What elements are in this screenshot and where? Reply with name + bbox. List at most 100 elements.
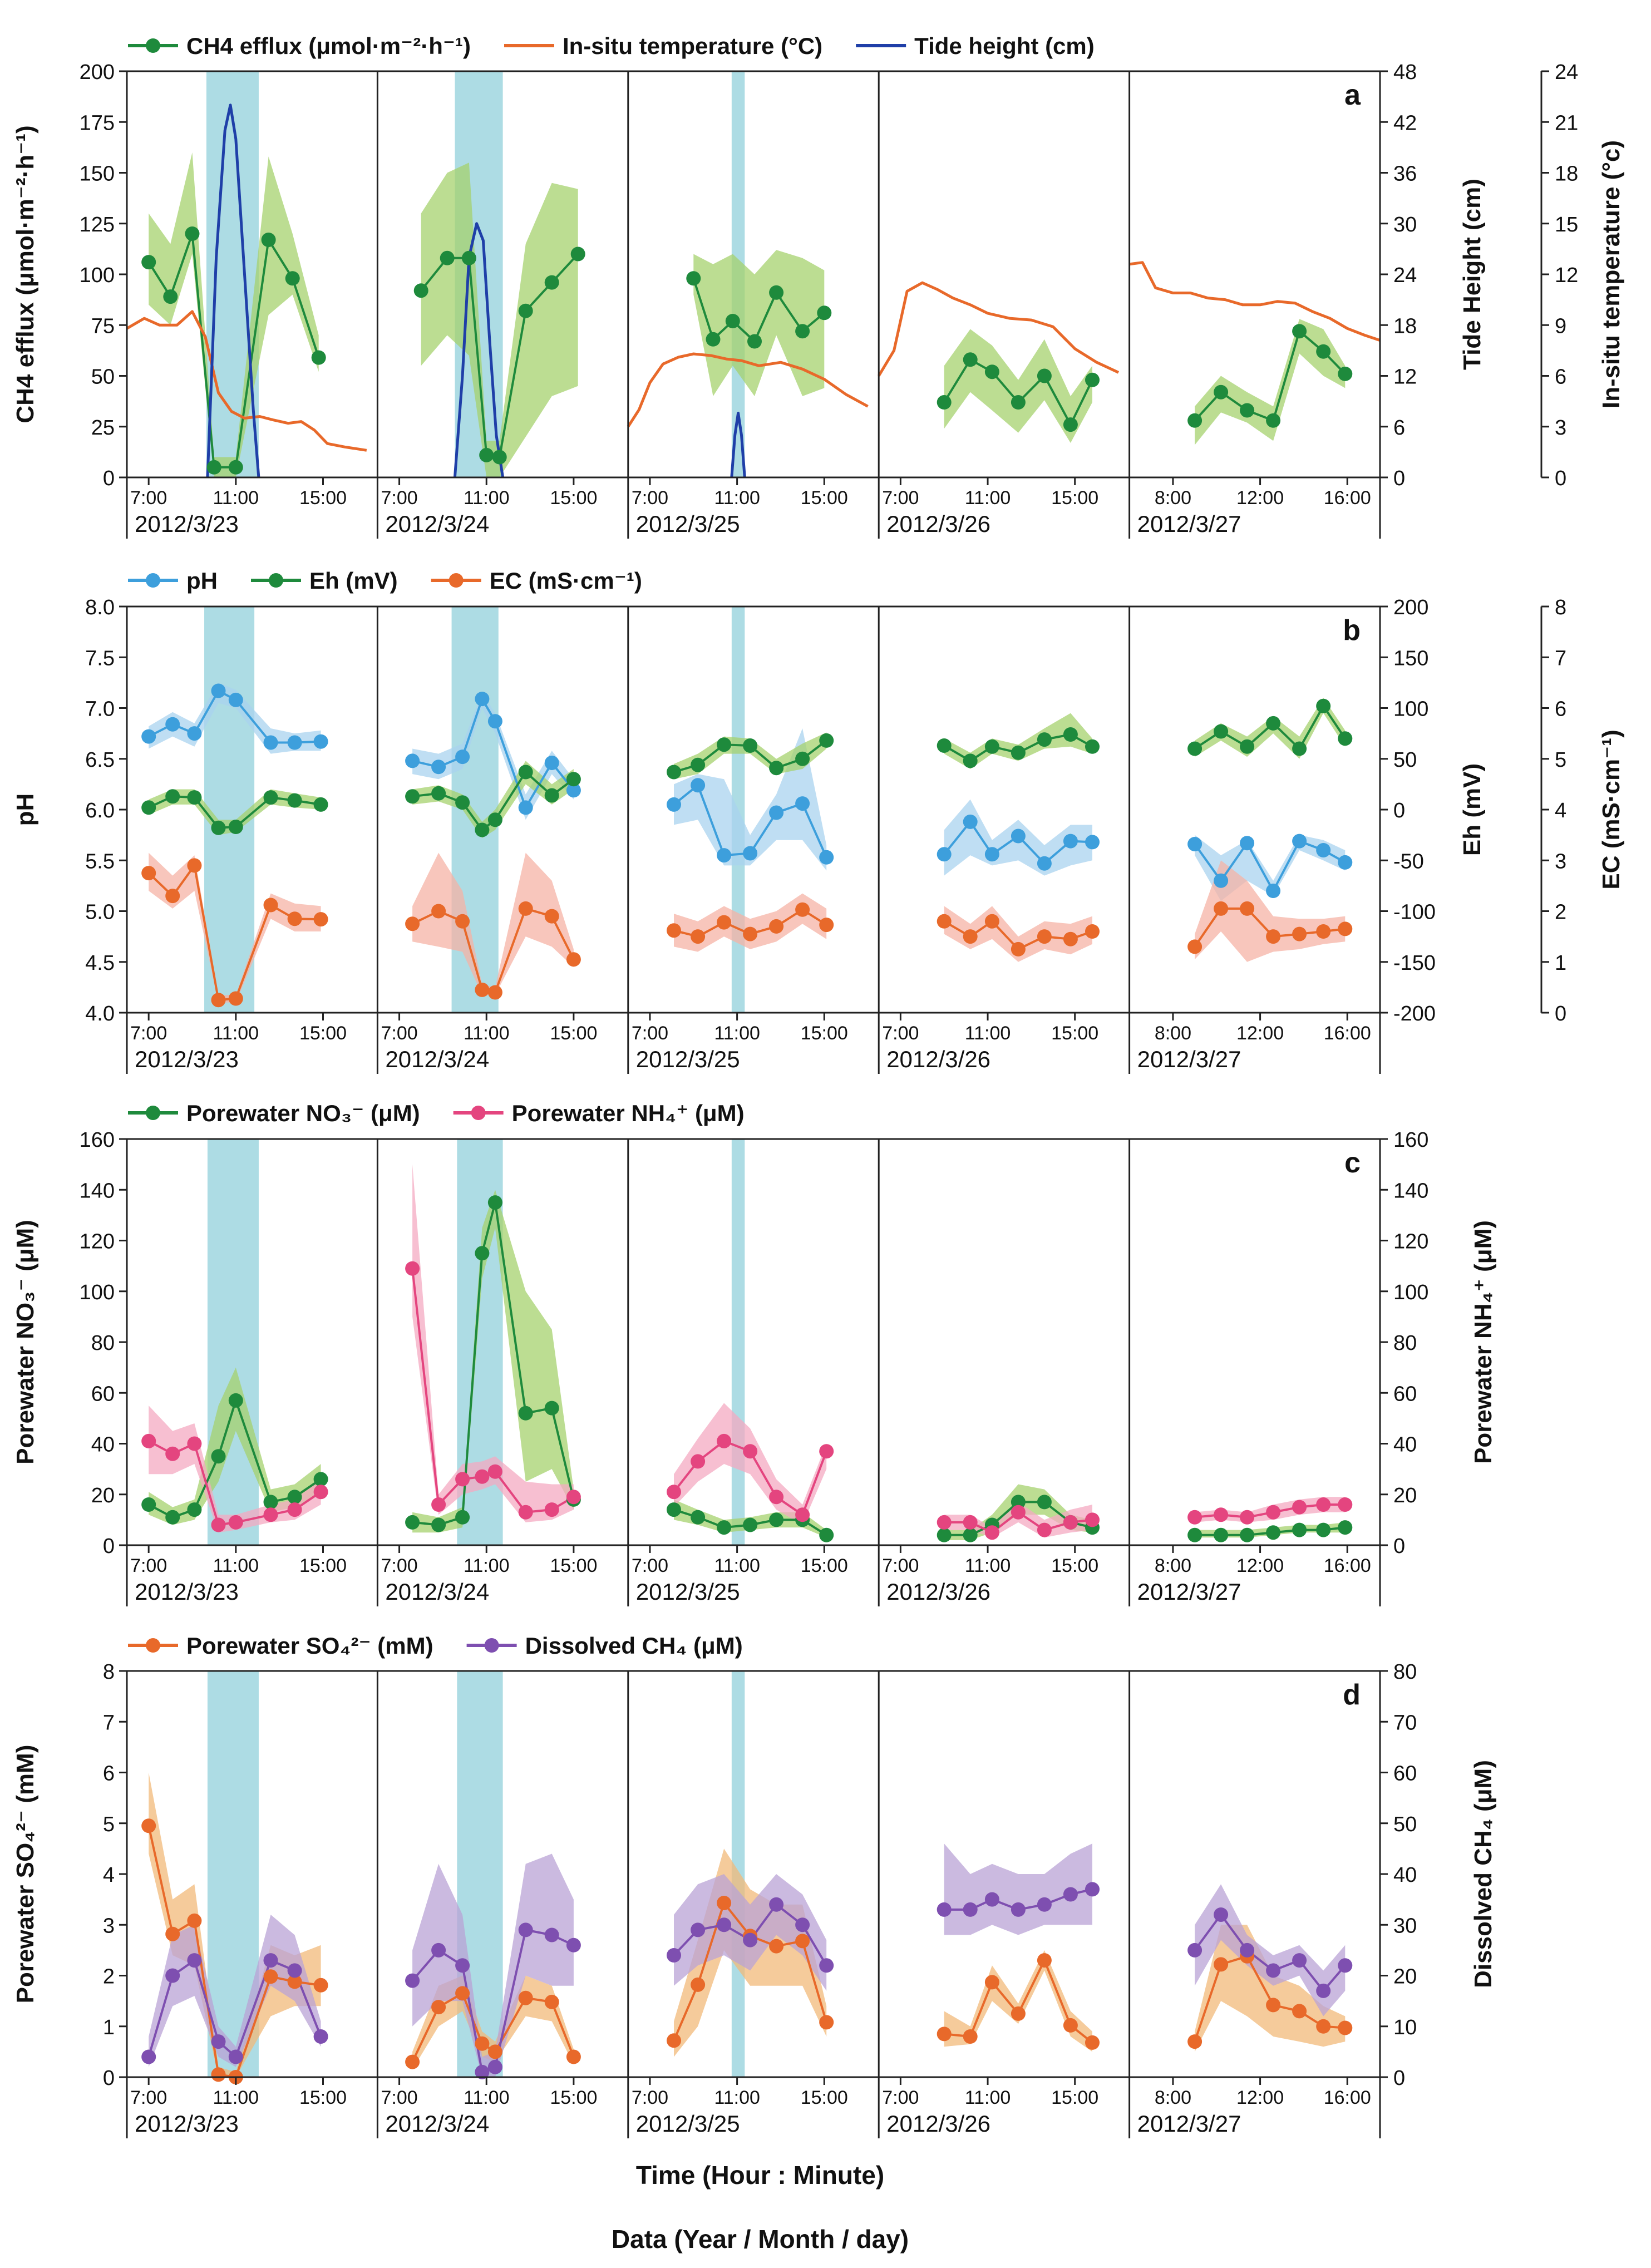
- xtick-label-b-day5-0: 8:00: [1155, 1023, 1191, 1044]
- point-porewater-so4-2--day3-2: [691, 1977, 706, 1992]
- point-eh-day1-4: [211, 820, 226, 835]
- ytick-label-left-a-4: 100: [80, 264, 115, 287]
- line-in-situ-temperature-day1: [126, 310, 367, 452]
- point-eh-day4-6: [1063, 727, 1078, 742]
- y-axis-title-right2-b: EC (mS·cm⁻¹): [1598, 729, 1625, 889]
- point-ec-day2-4: [475, 982, 490, 997]
- point-porewater-no3--day1-6: [263, 1495, 278, 1510]
- point-ch4-efflux-day5-2: [1214, 384, 1229, 400]
- point-porewater-nh4--day4-3: [984, 1525, 999, 1540]
- point-porewater-so4-2--day5-1: [1187, 2034, 1202, 2049]
- panel-a: 0255075100125150175200061218243036424803…: [12, 33, 1625, 539]
- panel-letter-d: d: [1343, 1679, 1361, 1711]
- point-ch4-efflux-day2-7: [544, 275, 559, 290]
- point-porewater-nh4--day3-5: [769, 1490, 784, 1505]
- point-ec-day3-7: [819, 918, 834, 933]
- point-porewater-so4-2--day2-7: [544, 1994, 559, 2009]
- point-ch4-efflux-day1-2: [163, 289, 178, 304]
- xtick-label-c-day2-1: 11:00: [464, 1555, 510, 1576]
- point-ph-day2-3: [455, 750, 470, 765]
- y-axis-title-left-c: Porewater NO₃⁻ (μM): [12, 1220, 39, 1465]
- ytick-label-right1-d-0: 0: [1393, 2067, 1405, 2090]
- ytick-label-right2-a-3: 9: [1555, 314, 1566, 338]
- point-ph-day1-7: [287, 735, 302, 750]
- band-porewater-nh4--day4: [944, 1502, 1092, 1538]
- ytick-label-left-c-8: 160: [80, 1128, 115, 1152]
- point-dissolved-ch4-day2-1: [405, 1973, 420, 1988]
- point-ph-day3-5: [769, 805, 784, 820]
- band-dissolved-ch4-day2: [412, 1853, 574, 2077]
- legend-marker-b-1: [269, 573, 283, 588]
- band-dissolved-ch4-day5: [1195, 1884, 1346, 2016]
- point-ec-day4-2: [963, 929, 978, 944]
- point-porewater-nh4--day3-3: [717, 1433, 732, 1448]
- band-ch4-efflux-day4: [944, 329, 1092, 443]
- legend-marker-d-0: [146, 1638, 160, 1653]
- point-eh-day2-6: [518, 765, 533, 780]
- point-dissolved-ch4-day3-1: [667, 1948, 681, 1963]
- legend-label-d-1: Dissolved CH₄ (μM): [525, 1633, 743, 1659]
- point-porewater-so4-2--day2-3: [455, 1986, 470, 2001]
- point-eh-day4-7: [1085, 739, 1100, 754]
- point-porewater-so4-2--day1-2: [165, 1926, 180, 1941]
- point-dissolved-ch4-day1-4: [211, 2034, 226, 2049]
- ytick-label-left-a-0: 0: [103, 467, 115, 490]
- xtick-label-c-day2-2: 15:00: [550, 1555, 597, 1576]
- xtick-label-c-day5-2: 16:00: [1324, 1555, 1371, 1576]
- ytick-label-right2-b-5: 5: [1555, 748, 1566, 772]
- point-ph-day5-4: [1266, 884, 1281, 898]
- point-porewater-no3--day1-5: [228, 1393, 243, 1408]
- point-porewater-so4-2--day2-1: [405, 2054, 420, 2069]
- point-eh-day5-3: [1240, 739, 1255, 754]
- point-ch4-efflux-day3-3: [725, 314, 740, 328]
- point-porewater-so4-2--day3-1: [667, 2033, 681, 2048]
- point-porewater-nh4--day1-3: [187, 1436, 202, 1451]
- ytick-label-right1-c-6: 120: [1393, 1230, 1428, 1254]
- xtick-label-b-day2-2: 15:00: [550, 1023, 597, 1044]
- point-ph-day5-6: [1316, 843, 1331, 857]
- date-label-c-day5: 2012/3/27: [1137, 1579, 1241, 1605]
- xtick-label-a-day2-0: 7:00: [381, 487, 417, 509]
- xtick-label-a-day3-2: 15:00: [801, 487, 848, 509]
- point-dissolved-ch4-day1-6: [263, 1953, 278, 1968]
- point-ph-day2-5: [487, 714, 502, 729]
- ytick-label-left-c-0: 0: [103, 1535, 115, 1558]
- point-dissolved-ch4-day1-7: [287, 1963, 302, 1978]
- xtick-label-a-day1-1: 11:00: [213, 487, 259, 509]
- point-porewater-no3--day2-2: [431, 1517, 446, 1532]
- date-label-c-day1: 2012/3/23: [135, 1579, 239, 1605]
- point-ch4-efflux-day1-1: [141, 255, 156, 270]
- point-porewater-so4-2--day4-3: [984, 1975, 999, 1990]
- ytick-label-left-d-3: 3: [103, 1914, 115, 1937]
- point-porewater-no3--day1-7: [287, 1490, 302, 1505]
- ytick-label-left-d-0: 0: [103, 2067, 115, 2090]
- point-dissolved-ch4-day5-6: [1316, 1983, 1331, 1998]
- point-dissolved-ch4-day2-2: [431, 1942, 446, 1958]
- point-ph-day3-2: [691, 778, 706, 793]
- point-eh-day2-4: [475, 822, 490, 837]
- point-porewater-nh4--day4-1: [937, 1515, 952, 1530]
- point-dissolved-ch4-day3-5: [769, 1897, 784, 1912]
- point-eh-day1-5: [228, 820, 243, 834]
- point-ph-day2-4: [475, 692, 490, 707]
- ytick-label-left-a-6: 150: [80, 162, 115, 186]
- point-ph-day3-7: [819, 850, 834, 865]
- xtick-label-c-day2-0: 7:00: [381, 1555, 417, 1576]
- point-porewater-nh4--day1-2: [165, 1446, 180, 1461]
- point-porewater-nh4--day5-1: [1187, 1510, 1202, 1525]
- ytick-label-right1-a-6: 36: [1393, 162, 1417, 186]
- point-eh-day5-6: [1316, 698, 1331, 713]
- date-label-a-day1: 2012/3/23: [135, 511, 239, 537]
- point-dissolved-ch4-day3-7: [819, 1958, 834, 1973]
- point-porewater-so4-2--day2-5: [487, 2044, 502, 2059]
- band-eh-day3: [674, 732, 827, 780]
- point-dissolved-ch4-day4-1: [937, 1902, 952, 1917]
- point-ph-day5-3: [1240, 836, 1255, 851]
- band-ec-day1: [149, 852, 321, 1003]
- ytick-label-left-a-2: 50: [91, 366, 115, 389]
- point-porewater-no3--day5-2: [1214, 1527, 1229, 1542]
- point-ph-day1-6: [263, 735, 278, 750]
- band-dissolved-ch4-day1: [149, 1915, 321, 2067]
- ytick-label-right1-a-2: 12: [1393, 366, 1417, 389]
